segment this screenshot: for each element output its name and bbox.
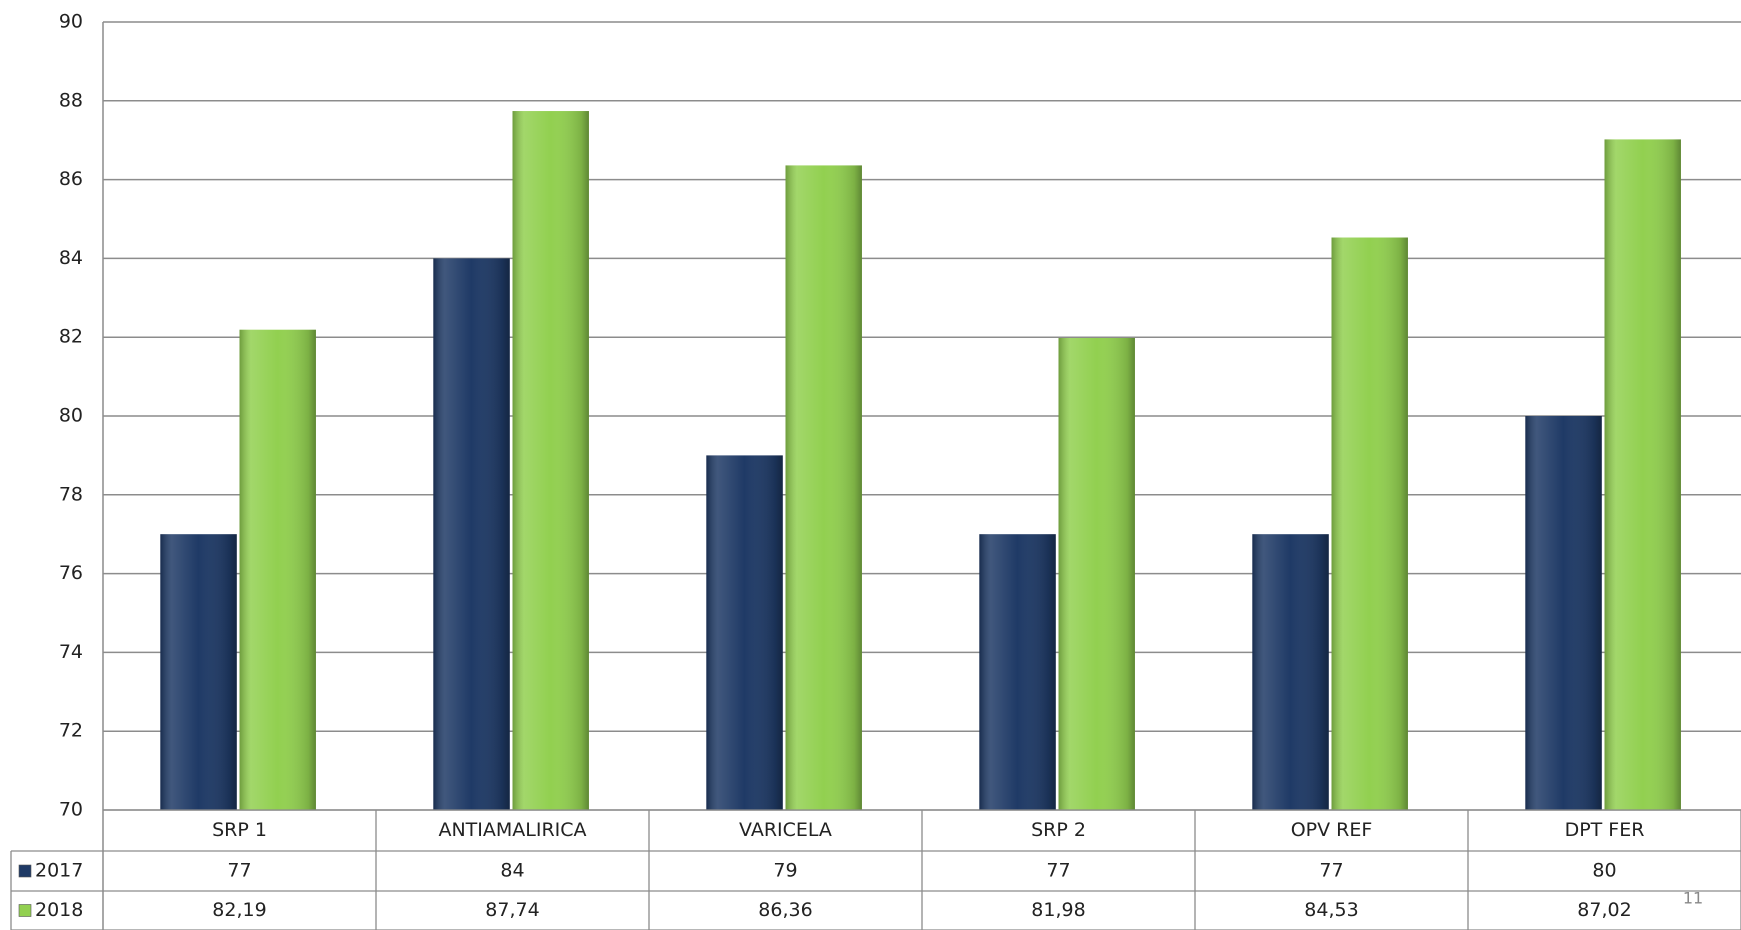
bar-shade xyxy=(785,165,862,810)
bar-shade xyxy=(1252,534,1329,810)
bar-shade xyxy=(239,329,316,810)
table-value: 80 xyxy=(1592,860,1616,882)
bar-shade xyxy=(433,258,510,810)
table-value: 84 xyxy=(500,860,524,882)
x-tick-label: SRP 2 xyxy=(1031,819,1086,841)
y-tick-label: 76 xyxy=(59,562,83,584)
bar-shade xyxy=(512,111,589,810)
x-tick-label: DPT FER xyxy=(1565,819,1645,841)
y-tick-label: 88 xyxy=(59,89,83,111)
bar-shade xyxy=(1058,337,1135,810)
table-value: 79 xyxy=(773,860,797,882)
bar-shade xyxy=(706,455,783,810)
y-tick-label: 82 xyxy=(59,326,83,348)
y-tick-label: 86 xyxy=(59,168,83,190)
table-value: 77 xyxy=(227,860,251,882)
bar-shade xyxy=(979,534,1056,810)
table-value: 86,36 xyxy=(758,899,812,921)
y-tick-label: 72 xyxy=(59,720,83,742)
x-tick-label: OPV REF xyxy=(1291,819,1373,841)
bar-shade xyxy=(160,534,237,810)
bar-shade xyxy=(1604,139,1681,811)
y-tick-label: 90 xyxy=(59,11,83,33)
legend-label: 2018 xyxy=(35,899,83,921)
bar-shade xyxy=(1331,237,1408,810)
table-value: 77 xyxy=(1046,860,1070,882)
legend-swatch xyxy=(18,904,32,917)
bar-shade xyxy=(1525,416,1602,810)
y-tick-label: 78 xyxy=(59,483,83,505)
y-tick-label: 84 xyxy=(59,247,83,269)
y-tick-label: 74 xyxy=(59,641,83,663)
x-tick-label: SRP 1 xyxy=(212,819,267,841)
legend-label: 2017 xyxy=(35,860,83,882)
legend-swatch xyxy=(18,864,32,878)
page-number: 11 xyxy=(1683,889,1703,908)
x-tick-label: VARICELA xyxy=(739,819,832,841)
y-tick-label: 80 xyxy=(59,405,83,427)
y-tick-label: 70 xyxy=(59,799,83,821)
table-value: 84,53 xyxy=(1304,899,1358,921)
x-tick-label: ANTIAMALIRICA xyxy=(438,819,586,841)
table-value: 77 xyxy=(1319,860,1343,882)
table-value: 81,98 xyxy=(1031,899,1085,921)
table-value: 87,74 xyxy=(485,899,539,921)
table-value: 87,02 xyxy=(1577,899,1631,921)
table-value: 82,19 xyxy=(212,899,266,921)
